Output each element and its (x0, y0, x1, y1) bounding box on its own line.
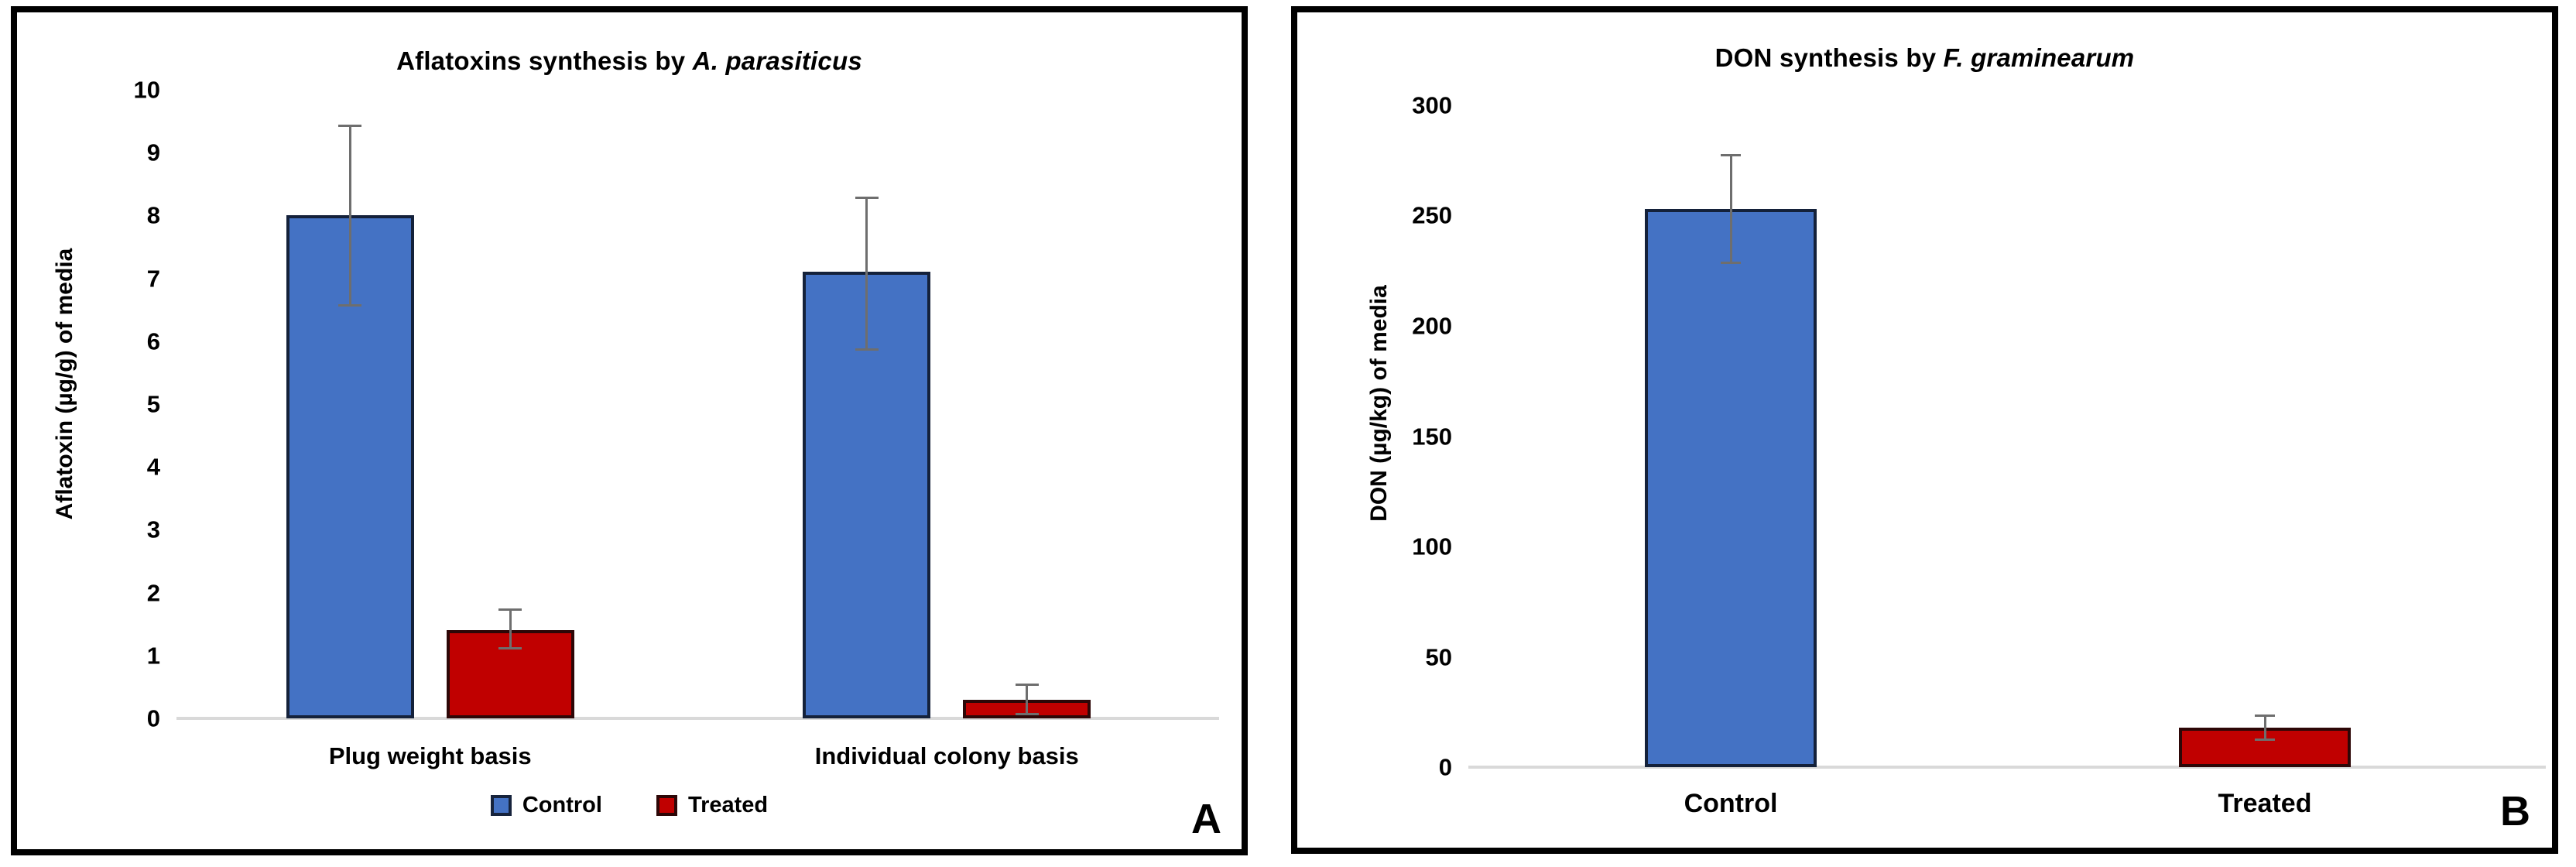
chart-title: DON synthesis by F. graminearum (1297, 43, 2552, 73)
error-bar-cap-top (1015, 684, 1039, 687)
bar-control (286, 124, 414, 718)
legend-label: Treated (687, 793, 769, 817)
bar-fill-control (1645, 208, 1817, 767)
y-tick-label: 0 (1438, 753, 1452, 781)
y-tick-label: 4 (146, 453, 160, 481)
y-tick-label: 100 (1412, 533, 1452, 560)
y-tick-label: 6 (146, 327, 160, 355)
error-bar-cap-top (2255, 714, 2275, 717)
error-bar-cap-bottom (498, 646, 522, 649)
x-axis-line (176, 717, 1219, 720)
legend-swatch-treated (656, 795, 677, 816)
plot-area (172, 90, 1219, 720)
y-tick-label: 150 (1412, 423, 1452, 450)
error-bar-cap-top (338, 124, 362, 127)
error-bar (348, 124, 351, 307)
bar-groups (1464, 105, 2532, 767)
y-tick-label: 200 (1412, 312, 1452, 340)
category-label: Control (1684, 789, 1778, 818)
error-bar (1026, 684, 1029, 715)
chart-title-text: Aflatoxins synthesis by (396, 46, 693, 75)
y-tick-label: 250 (1412, 201, 1452, 229)
panel-a: Aflatoxins synthesis by A. parasiticus A… (11, 6, 1248, 855)
error-bar (509, 608, 512, 649)
y-tick-label: 9 (146, 139, 160, 166)
category-labels: Control Treated (1464, 790, 2532, 817)
bar-group (1464, 105, 1998, 767)
y-tick-label: 0 (146, 704, 160, 732)
panel-b-inner: DON synthesis by F. graminearum DON (µg/… (1297, 12, 2552, 848)
bar-group (689, 90, 1206, 718)
error-bar-cap-bottom (1015, 712, 1039, 715)
legend: Control Treated (17, 794, 1242, 817)
error-bar-cap-bottom (338, 304, 362, 307)
category-labels: Plug weight basis Individual colony basis (172, 744, 1205, 768)
chart-title-species: A. parasiticus (692, 46, 862, 75)
y-tick-label: 8 (146, 201, 160, 229)
error-bar (865, 197, 868, 351)
y-tick-label: 2 (146, 579, 160, 607)
y-tick-label: 10 (133, 76, 160, 104)
panel-label: A (1191, 796, 1221, 842)
bar-group (1998, 105, 2532, 767)
error-bar-cap-bottom (2255, 738, 2275, 741)
y-tick-label: 1 (146, 642, 160, 670)
legend-label: Control (522, 793, 602, 817)
panel-b: DON synthesis by F. graminearum DON (µg/… (1291, 6, 2558, 854)
error-bar-cap-top (855, 197, 879, 200)
y-tick-label: 50 (1425, 643, 1452, 670)
x-axis-line (1468, 766, 2546, 769)
panel-a-inner: Aflatoxins synthesis by A. parasiticus A… (17, 12, 1242, 849)
error-bar (1729, 153, 1732, 265)
bar-groups (172, 90, 1205, 718)
legend-swatch-control (490, 795, 512, 816)
y-tick-label: 5 (146, 390, 160, 418)
chart-title: Aflatoxins synthesis by A. parasiticus (17, 46, 1242, 76)
category-label: Treated (2218, 789, 2312, 818)
panel-label: B (2500, 788, 2530, 834)
bar-group (172, 90, 689, 718)
bar-treated (446, 608, 574, 718)
legend-item-control: Control (490, 793, 602, 817)
error-bar-cap-top (1721, 153, 1741, 156)
error-bar-cap-top (498, 608, 522, 611)
error-bar (2263, 714, 2266, 741)
error-bar-cap-bottom (1721, 262, 1741, 265)
bar-treated (2179, 714, 2351, 767)
bar-control (1645, 153, 1817, 767)
plot-area (1464, 105, 2546, 769)
legend-item-treated: Treated (656, 794, 768, 817)
y-axis-tick-labels: 0 1 2 3 4 5 6 7 8 9 10 (56, 78, 160, 731)
y-axis-tick-labels: 0 50 100 150 200 250 300 (1336, 94, 1452, 780)
y-tick-label: 300 (1412, 91, 1452, 119)
bar-treated (963, 684, 1091, 718)
chart-title-species: F. graminearum (1943, 43, 2135, 72)
category-label: Plug weight basis (328, 742, 532, 769)
chart-title-text: DON synthesis by (1714, 43, 1944, 72)
category-label: Individual colony basis (814, 742, 1079, 769)
error-bar-cap-bottom (855, 348, 879, 351)
y-tick-label: 3 (146, 516, 160, 543)
bar-control (803, 197, 931, 718)
y-tick-label: 7 (146, 265, 160, 293)
